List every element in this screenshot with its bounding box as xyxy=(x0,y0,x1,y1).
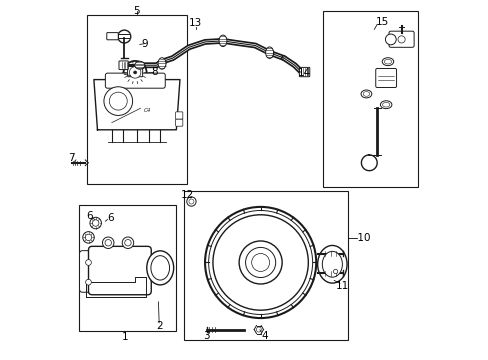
Text: 14: 14 xyxy=(298,68,311,78)
Text: 9: 9 xyxy=(141,39,148,49)
Circle shape xyxy=(105,239,111,246)
FancyBboxPatch shape xyxy=(106,33,118,40)
Circle shape xyxy=(385,34,395,45)
Circle shape xyxy=(333,269,337,274)
Text: 3: 3 xyxy=(203,331,210,341)
Circle shape xyxy=(82,231,94,243)
Circle shape xyxy=(85,260,91,265)
Polygon shape xyxy=(86,277,145,297)
Text: 13: 13 xyxy=(188,18,201,28)
FancyBboxPatch shape xyxy=(175,112,183,119)
Polygon shape xyxy=(94,80,180,130)
FancyBboxPatch shape xyxy=(105,73,165,88)
Text: 6: 6 xyxy=(86,211,93,221)
Ellipse shape xyxy=(151,256,169,280)
Text: 7: 7 xyxy=(68,153,75,163)
Ellipse shape xyxy=(380,101,391,109)
FancyBboxPatch shape xyxy=(127,66,142,77)
FancyBboxPatch shape xyxy=(299,67,309,77)
Ellipse shape xyxy=(265,47,273,58)
Ellipse shape xyxy=(360,90,371,98)
FancyBboxPatch shape xyxy=(119,61,128,69)
Circle shape xyxy=(90,217,101,229)
Ellipse shape xyxy=(322,251,342,277)
Circle shape xyxy=(102,237,114,248)
Text: 5: 5 xyxy=(133,6,140,16)
Ellipse shape xyxy=(158,58,165,69)
Circle shape xyxy=(123,61,146,84)
Circle shape xyxy=(256,327,261,332)
Circle shape xyxy=(118,30,131,43)
Text: 11: 11 xyxy=(335,281,348,291)
FancyBboxPatch shape xyxy=(88,246,151,295)
Circle shape xyxy=(397,36,405,43)
Circle shape xyxy=(212,215,308,310)
Text: 4: 4 xyxy=(261,331,267,341)
Ellipse shape xyxy=(146,251,173,285)
Circle shape xyxy=(124,239,131,246)
Circle shape xyxy=(122,237,133,248)
Ellipse shape xyxy=(363,91,369,96)
Bar xyxy=(86,15,187,184)
Bar xyxy=(183,191,348,339)
Circle shape xyxy=(186,197,196,206)
Ellipse shape xyxy=(384,59,391,64)
FancyBboxPatch shape xyxy=(375,68,396,87)
Text: 6: 6 xyxy=(107,213,113,222)
Bar xyxy=(323,12,418,187)
FancyBboxPatch shape xyxy=(388,31,413,47)
Circle shape xyxy=(204,207,316,318)
Ellipse shape xyxy=(135,61,144,69)
Polygon shape xyxy=(118,34,130,39)
Text: 12: 12 xyxy=(181,190,194,200)
Circle shape xyxy=(245,247,275,278)
Ellipse shape xyxy=(317,246,346,283)
Circle shape xyxy=(129,67,141,78)
Circle shape xyxy=(188,199,194,204)
Circle shape xyxy=(85,234,92,240)
Ellipse shape xyxy=(219,35,226,46)
Text: —10: —10 xyxy=(347,233,370,243)
FancyBboxPatch shape xyxy=(175,119,183,126)
Circle shape xyxy=(109,92,127,110)
Text: C4: C4 xyxy=(143,108,151,113)
Circle shape xyxy=(208,211,312,315)
Circle shape xyxy=(85,279,91,285)
Ellipse shape xyxy=(382,58,393,66)
Bar xyxy=(79,205,176,330)
FancyBboxPatch shape xyxy=(80,251,97,292)
Text: 15: 15 xyxy=(375,17,388,27)
Circle shape xyxy=(239,241,282,284)
Ellipse shape xyxy=(382,102,389,107)
Circle shape xyxy=(251,253,269,271)
Circle shape xyxy=(104,87,132,116)
Text: 8: 8 xyxy=(150,67,157,77)
Text: 1: 1 xyxy=(122,332,128,342)
Circle shape xyxy=(133,71,136,74)
Text: 2: 2 xyxy=(156,321,162,331)
Circle shape xyxy=(92,220,99,226)
